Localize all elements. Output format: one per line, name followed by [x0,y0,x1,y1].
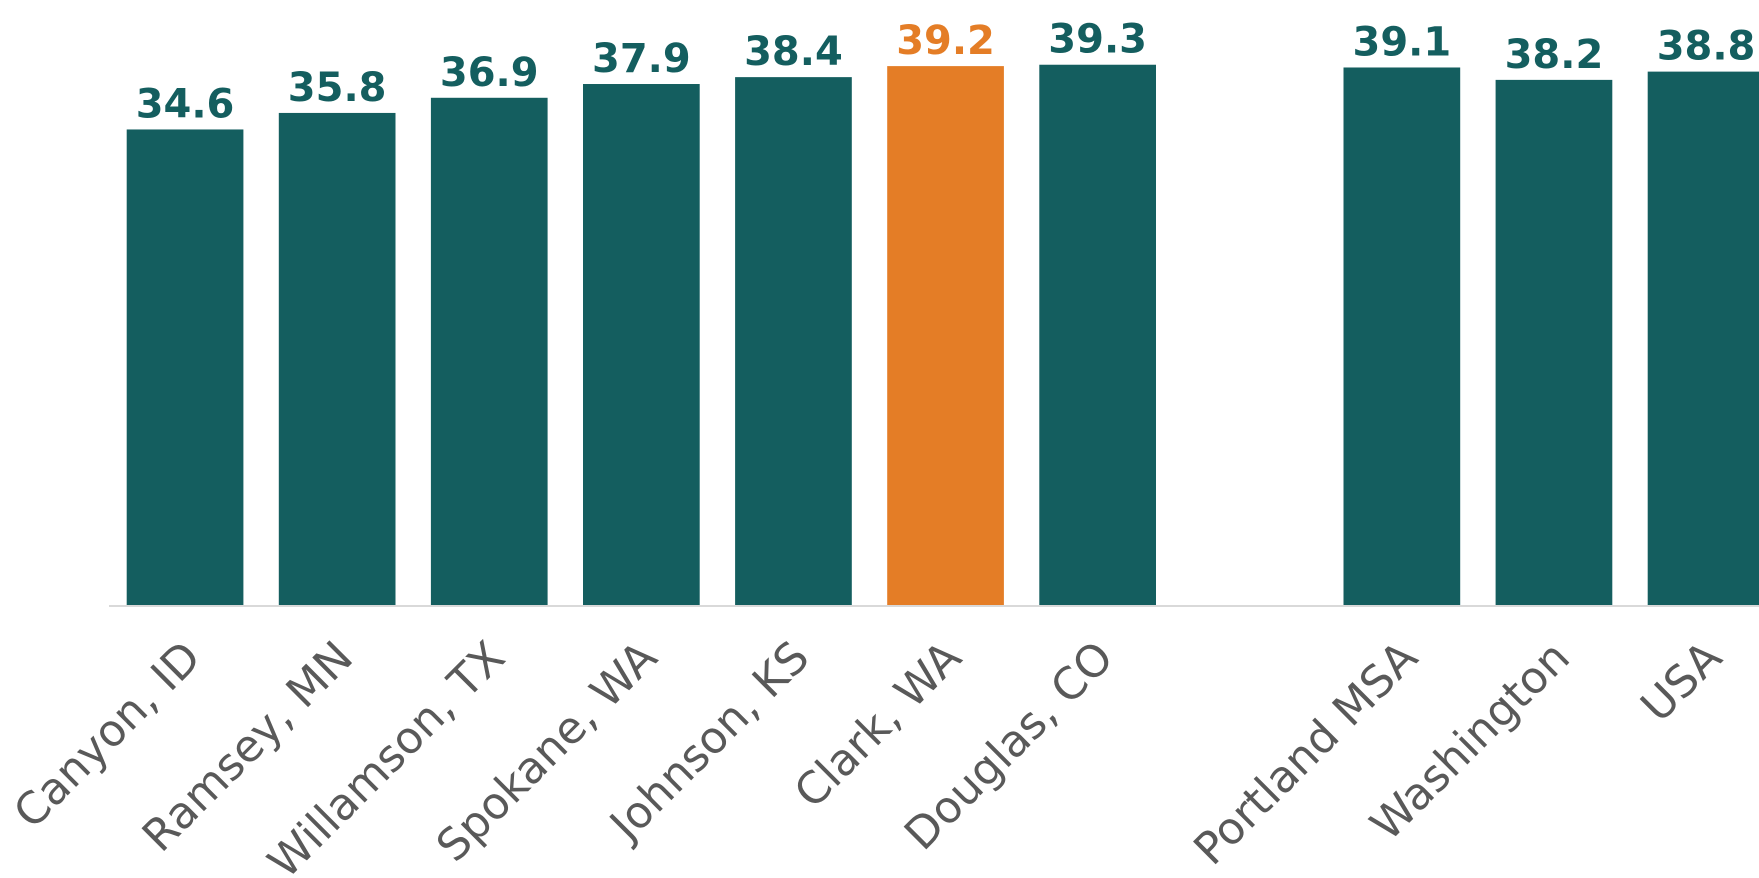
bar [126,129,244,607]
bar [887,66,1004,607]
value-label: 38.4 [744,29,843,75]
value-label: 38.8 [1657,24,1756,70]
value-label: 39.2 [896,18,995,64]
x-tick-label: USA [1631,632,1731,732]
value-label: 34.6 [136,81,235,127]
bar [1495,79,1613,606]
bar [1039,64,1156,607]
value-label: 39.1 [1352,19,1451,65]
value-label: 35.8 [288,65,387,111]
value-label: 37.9 [592,36,691,82]
value-label: 39.3 [1048,17,1147,63]
bar [1343,67,1461,606]
value-label: 38.2 [1505,32,1604,78]
bar [583,84,700,607]
value-label: 36.9 [440,50,539,96]
bar [430,97,548,606]
bar [278,112,396,606]
bar [735,77,852,607]
bar [1647,71,1759,607]
